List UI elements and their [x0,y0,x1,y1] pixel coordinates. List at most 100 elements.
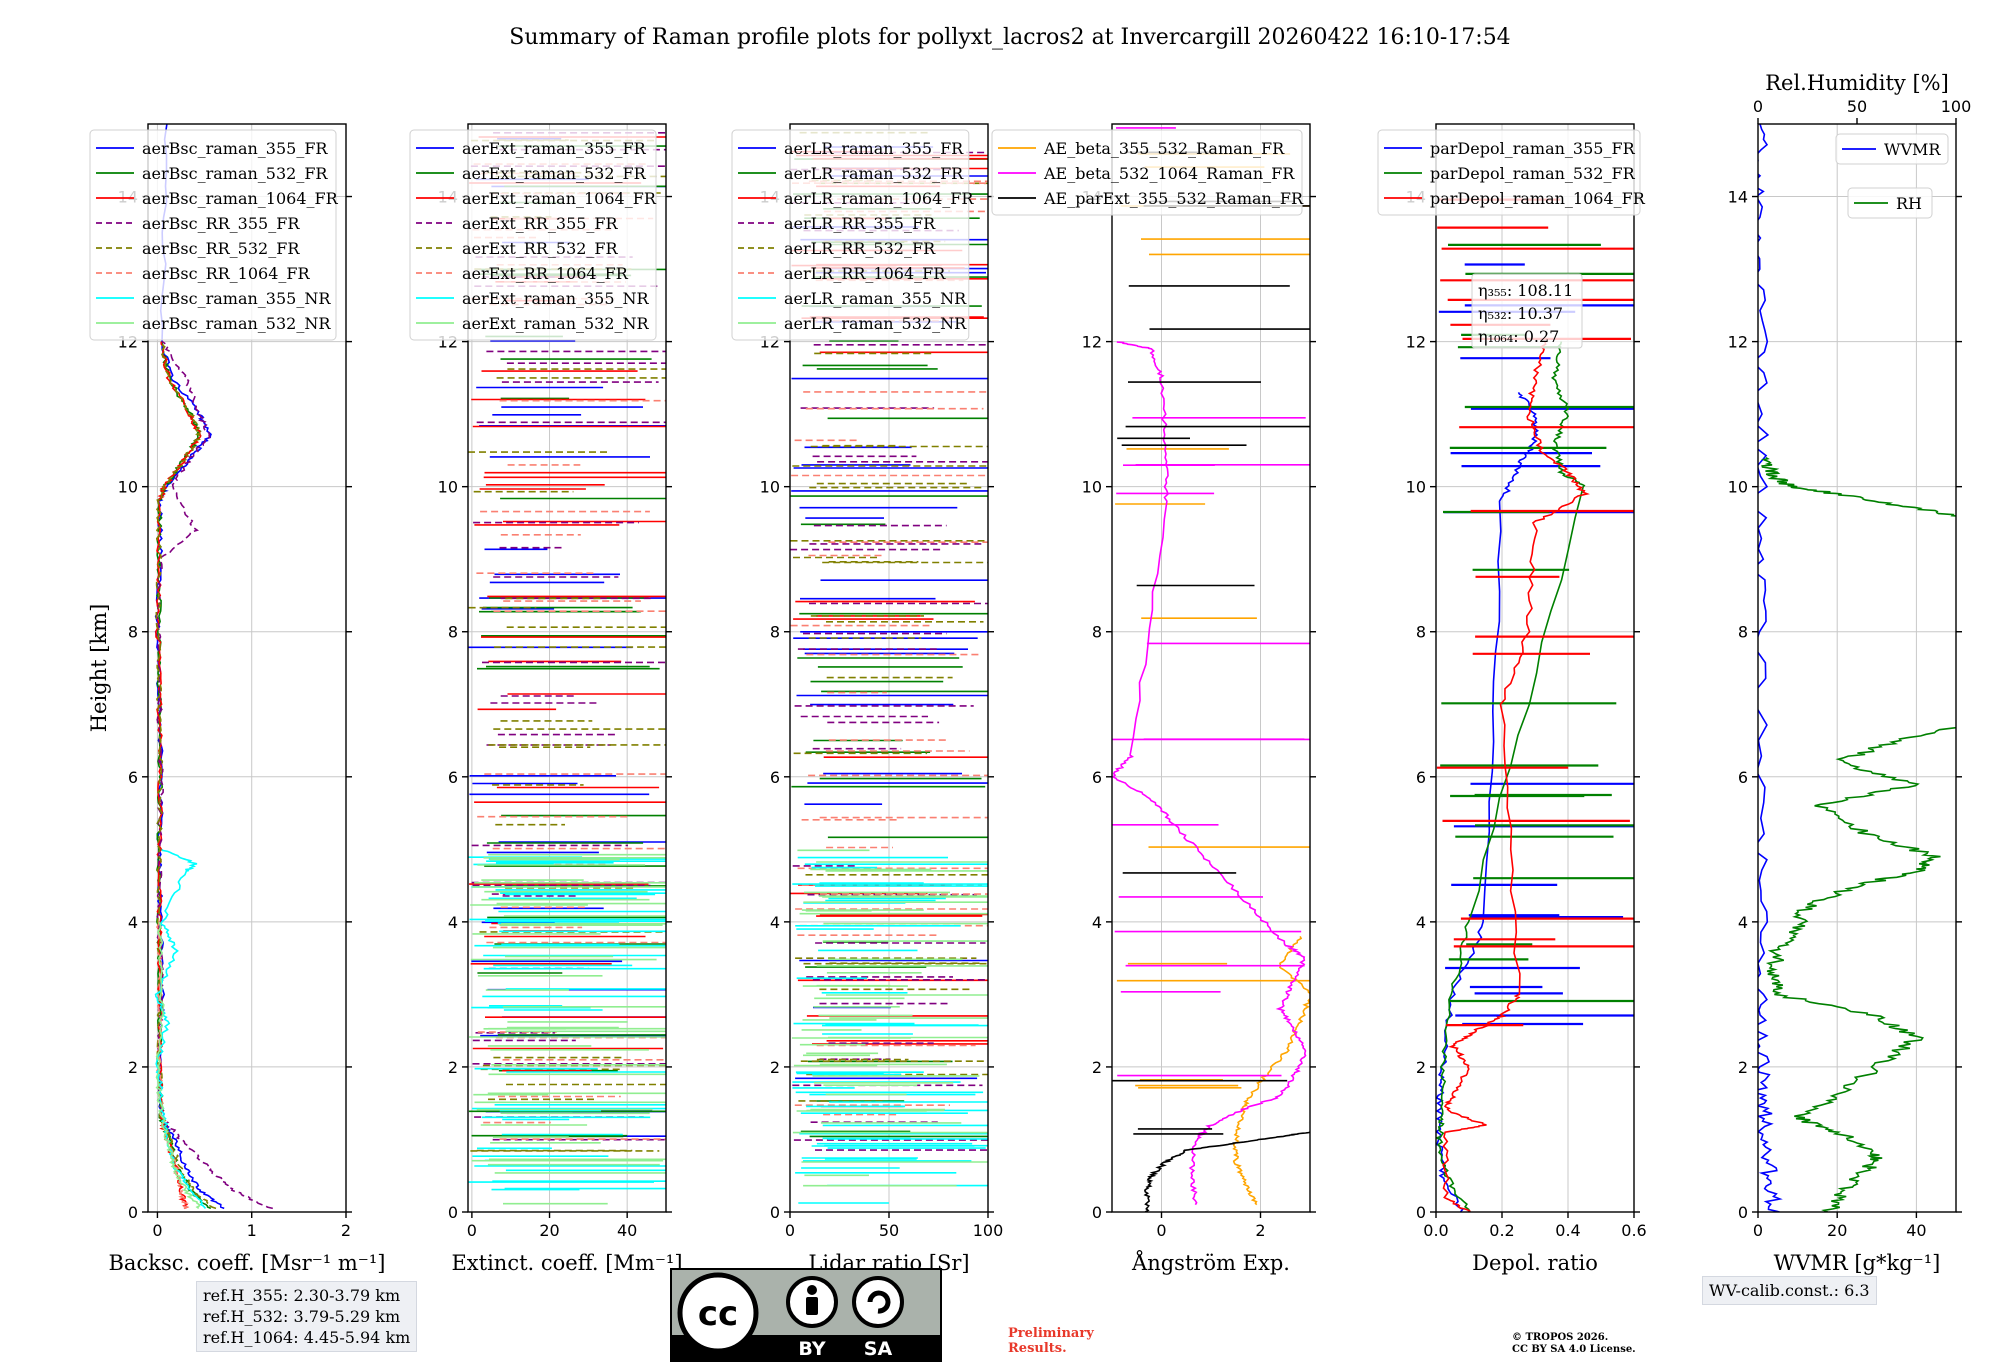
ref-height-1064: ref.H_1064: 4.45-5.94 km [203,1328,411,1347]
panel-water_vapor: 0 2 4 6 8 10 12 14 0 20 40 WVMR [g*kg⁻¹] 0 50 100 Rel.H… [1728,71,1972,1275]
legend-label-aerBsc_raman_532_NR: aerBsc_raman_532_NR [142,314,331,333]
x-tick-label: 100 [973,1221,1004,1240]
copyright-line-1: © TROPOS 2026. [1512,1332,1609,1343]
legend-label-aerExt_RR_355_FR: aerExt_RR_355_FR [462,214,619,233]
legend-label-parDepol_raman_532_FR: parDepol_raman_532_FR [1430,164,1636,183]
plot-area-water_vapor [1758,124,1956,1212]
legend-box [991,129,1303,216]
y-tick-label: 0 [448,1203,458,1222]
y-tick-label: 10 [438,478,458,497]
panel-frame [147,123,347,1213]
eta-value-0: η₃₅₅: 108.11 [1478,281,1573,300]
legend-label-aerExt_raman_355_NR: aerExt_raman_355_NR [462,289,650,308]
x-tick-label: 0 [1753,1221,1763,1240]
x-tick-label: 0.2 [1489,1221,1514,1240]
x-tick-label: 20 [539,1221,559,1240]
legend-box [89,129,337,341]
legend-label-WVMR: WVMR [1884,140,1941,159]
y-tick-label: 6 [1092,768,1102,787]
x-tick-label: 1 [247,1221,257,1240]
legend-label-aerBsc_RR_1064_FR: aerBsc_RR_1064_FR [142,264,311,283]
legend-box [1847,187,1933,219]
series-spikes-AE_beta_532_1064_Raman_FR [1112,127,1310,1077]
plot-area-depolarization [1436,198,1634,1212]
copyright-note: © TROPOS 2026. CC BY SA 4.0 License. [1512,1332,1636,1356]
x-tick-label: 0 [1156,1221,1166,1240]
y-tick-label: 8 [770,623,780,642]
attribution-body [806,1297,818,1315]
x-tick-label: 0 [467,1221,477,1240]
series-line-parDepol_raman_532_FR [1436,341,1586,1212]
legend-label-RH: RH [1896,194,1922,213]
series-line-aerBsc_raman_532_NR [155,921,201,1210]
cc-icon [677,1272,759,1354]
wv-calibration-value: WV-calib.const.: 6.3 [1709,1281,1870,1300]
y-tick-label: 10 [760,478,780,497]
legend-label-aerExt_RR_1064_FR: aerExt_RR_1064_FR [462,264,629,283]
y-tick-label: 4 [1416,913,1426,932]
panel-frame [1435,123,1635,1213]
preliminary-results-note: Preliminary Results. [1008,1326,1094,1356]
y-tick-label: 0 [128,1203,138,1222]
legend-box [409,129,657,341]
y-tick-label: 0 [770,1203,780,1222]
legend-label-aerLR_raman_1064_FR: aerLR_raman_1064_FR [784,189,974,208]
x-tick-label: 50 [879,1221,899,1240]
share-alike-icon [852,1276,904,1328]
x-tick-label: 0.4 [1555,1221,1580,1240]
cc-icon-text: cc [698,1294,738,1334]
legend-label-aerBsc_RR_532_FR: aerBsc_RR_532_FR [142,239,300,258]
series-line-WVMR [1758,124,1783,1212]
legend-depolarization: parDepol_raman_355_FR parDepol_raman_532_… [1377,129,1646,216]
legend-angstrom: AE_beta_355_532_Raman_FR AE_beta_532_1064… [991,129,1304,216]
y-tick-label: 12 [1406,333,1426,352]
legend-label-parDepol_raman_355_FR: parDepol_raman_355_FR [1430,139,1636,158]
x-tick-label: 0 [785,1221,795,1240]
sa-label: SA [864,1338,893,1360]
eta-annotation-box [1471,273,1583,349]
legend-label-aerBsc_raman_1064_FR: aerBsc_raman_1064_FR [142,189,339,208]
x-tick-label: 0 [152,1221,162,1240]
y-tick-label: 6 [128,768,138,787]
x-axis-label: Extinct. coeff. [Mm⁻¹] [451,1251,682,1275]
ref-height-355: ref.H_355: 2.30-3.79 km [203,1286,401,1305]
legend-label-parDepol_raman_1064_FR: parDepol_raman_1064_FR [1430,189,1646,208]
cc-by-sa-badge: cc BY SA [670,1268,942,1362]
x-tick-label: 20 [1827,1221,1847,1240]
x-axis-label: Ångström Exp. [1131,1250,1290,1275]
x-tick-label: 0.0 [1423,1221,1448,1240]
legend-label-aerLR_RR_1064_FR: aerLR_RR_1064_FR [784,264,946,283]
y-tick-label: 2 [770,1058,780,1077]
legend-label-aerLR_raman_355_FR: aerLR_raman_355_FR [784,139,964,158]
eta-annotation: η₃₅₅: 108.11 η₅₃₂: 10.37 η₁₀₆₄: 0.27 [1471,273,1583,349]
preliminary-line-1: Preliminary [1008,1326,1094,1341]
y-tick-label: 0 [1092,1203,1102,1222]
series-spikes-aerExt_RR_532_FR [468,139,666,1152]
wv-calibration-box: WV-calib.const.: 6.3 [1702,1276,1877,1305]
y-tick-label: 4 [448,913,458,932]
y-tick-label: 8 [1738,623,1748,642]
top-x-tick-label: 50 [1847,97,1867,116]
plot-area-angstrom [1112,127,1310,1212]
legend-label-aerLR_RR_532_FR: aerLR_RR_532_FR [784,239,936,258]
y-tick-label: 12 [1082,333,1102,352]
top-x-axis-label: Rel.Humidity [%] [1765,71,1949,95]
top-x-tick-label: 100 [1941,97,1972,116]
legend-label-aerExt_raman_532_FR: aerExt_raman_532_FR [462,164,647,183]
legend-label-aerLR_raman_355_NR: aerLR_raman_355_NR [784,289,967,308]
series-spikes-aerLR_raman_355_NR [792,856,988,1204]
x-tick-label: 2 [1255,1221,1265,1240]
series-line-aerBsc_raman_355_NR [154,849,207,1209]
y-tick-label: 14 [1728,188,1748,207]
reference-heights-box: ref.H_355: 2.30-3.79 km ref.H_532: 3.79-… [196,1281,418,1352]
legend-box [1377,129,1641,216]
legend-label-AE_beta_532_1064_Raman_FR: AE_beta_532_1064_Raman_FR [1043,164,1295,183]
legend-label-aerBsc_RR_355_FR: aerBsc_RR_355_FR [142,214,300,233]
legend-label-aerExt_raman_1064_FR: aerExt_raman_1064_FR [462,189,657,208]
x-tick-label: 40 [617,1221,637,1240]
legend-label-aerExt_raman_532_NR: aerExt_raman_532_NR [462,314,650,333]
panel-frame [1757,123,1957,1213]
y-tick-label: 0 [1738,1203,1748,1222]
legend-box [1835,133,1949,165]
